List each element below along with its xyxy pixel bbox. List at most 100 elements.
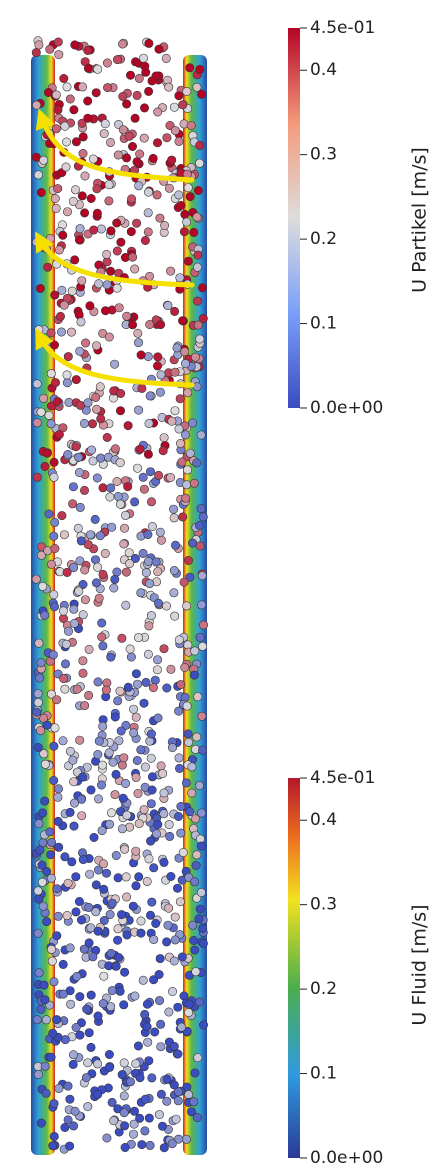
particle bbox=[60, 1123, 70, 1133]
particle bbox=[174, 1087, 184, 1097]
particle bbox=[198, 512, 208, 522]
particle bbox=[32, 707, 42, 717]
particle bbox=[33, 170, 43, 180]
particle bbox=[124, 131, 134, 141]
particle bbox=[98, 760, 108, 770]
particle bbox=[175, 763, 185, 773]
particle bbox=[63, 1081, 73, 1091]
particle bbox=[80, 565, 90, 575]
particle bbox=[83, 63, 93, 73]
particle bbox=[173, 1096, 183, 1106]
particle bbox=[193, 296, 203, 306]
particle bbox=[36, 658, 46, 668]
particle bbox=[150, 675, 160, 685]
particle bbox=[179, 227, 189, 237]
particle bbox=[69, 604, 79, 614]
particle bbox=[105, 819, 115, 829]
particle bbox=[75, 502, 85, 512]
particle bbox=[106, 226, 116, 236]
particle bbox=[130, 113, 140, 123]
particle bbox=[174, 424, 184, 434]
particle bbox=[162, 1096, 172, 1106]
particle bbox=[164, 820, 174, 830]
particle bbox=[185, 448, 195, 458]
particle bbox=[122, 892, 132, 902]
particle bbox=[35, 673, 45, 683]
particle bbox=[100, 119, 110, 129]
particle bbox=[31, 574, 41, 584]
particle bbox=[164, 82, 174, 92]
particle bbox=[62, 378, 72, 388]
particle bbox=[155, 527, 165, 537]
particle bbox=[130, 264, 140, 274]
particle bbox=[80, 701, 90, 711]
particle bbox=[52, 884, 62, 894]
particle bbox=[111, 961, 121, 971]
particle bbox=[49, 977, 59, 987]
particle bbox=[197, 711, 207, 721]
particle bbox=[166, 871, 176, 881]
particle bbox=[132, 218, 142, 228]
particle bbox=[138, 975, 148, 985]
particle bbox=[175, 394, 185, 404]
particle bbox=[167, 1139, 177, 1149]
particle bbox=[123, 421, 133, 431]
particle bbox=[60, 852, 70, 862]
particle bbox=[80, 595, 90, 605]
particle bbox=[134, 819, 144, 829]
particle bbox=[196, 841, 206, 851]
particle bbox=[91, 555, 101, 565]
particle bbox=[98, 641, 108, 651]
particle bbox=[94, 865, 104, 875]
particle bbox=[180, 209, 190, 219]
particle bbox=[103, 83, 113, 93]
particle bbox=[53, 792, 63, 802]
particle bbox=[158, 1121, 168, 1131]
particle bbox=[156, 320, 166, 330]
particle bbox=[60, 684, 70, 694]
particle bbox=[146, 729, 156, 739]
particle bbox=[154, 1110, 164, 1120]
particle bbox=[115, 986, 125, 996]
particle bbox=[192, 732, 202, 742]
particle bbox=[119, 1058, 129, 1068]
particle bbox=[122, 311, 132, 321]
particle bbox=[113, 935, 123, 945]
particle bbox=[109, 583, 119, 593]
particle bbox=[46, 850, 56, 860]
particle bbox=[85, 301, 95, 311]
particle bbox=[45, 827, 55, 837]
particle bbox=[145, 391, 155, 401]
particle bbox=[174, 811, 184, 821]
particle bbox=[50, 194, 60, 204]
particle bbox=[192, 850, 202, 860]
particle bbox=[143, 227, 153, 237]
particle bbox=[138, 548, 148, 558]
particle bbox=[71, 872, 81, 882]
colorbar-title: U Partikel [m/s] bbox=[409, 147, 431, 293]
particle bbox=[99, 129, 109, 139]
particle bbox=[99, 884, 109, 894]
tick-label: 4.5e-01 bbox=[310, 18, 375, 38]
particle bbox=[189, 478, 199, 488]
particle bbox=[46, 401, 56, 411]
particle bbox=[140, 1009, 150, 1019]
particle bbox=[40, 461, 50, 471]
particle bbox=[162, 683, 172, 693]
particle bbox=[171, 1114, 181, 1124]
particle bbox=[184, 1090, 194, 1100]
particle bbox=[83, 1058, 93, 1068]
particle bbox=[135, 1113, 145, 1123]
particle bbox=[49, 741, 59, 751]
particle bbox=[99, 971, 109, 981]
particle bbox=[57, 285, 67, 295]
particle bbox=[65, 943, 75, 953]
particle bbox=[40, 995, 50, 1005]
particle bbox=[35, 845, 45, 855]
particle bbox=[191, 860, 201, 870]
particle bbox=[166, 664, 176, 674]
particle bbox=[189, 227, 199, 237]
particle bbox=[128, 901, 138, 911]
particle bbox=[198, 745, 208, 755]
particle bbox=[164, 903, 174, 913]
